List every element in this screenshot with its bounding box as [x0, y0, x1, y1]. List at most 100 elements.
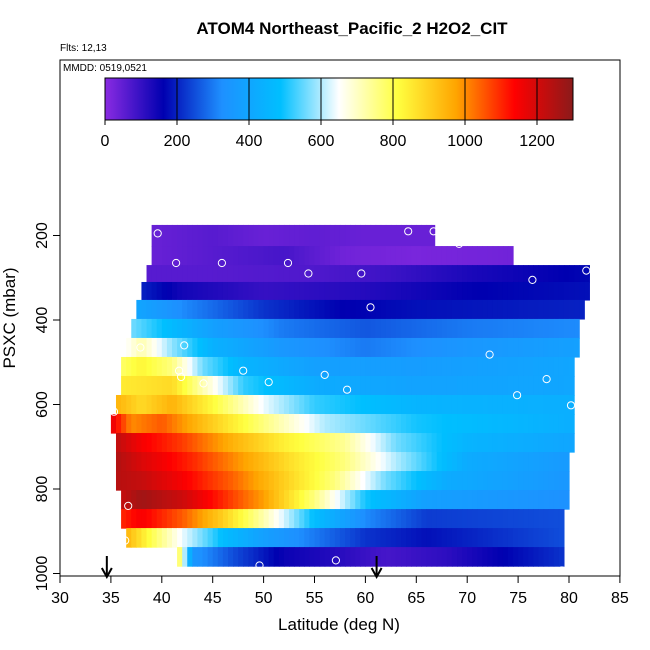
- sample-point: [180, 341, 189, 350]
- heatmap-cell: [543, 490, 550, 510]
- heatmap-cell: [156, 375, 163, 396]
- heatmap-cell: [345, 414, 351, 434]
- heatmap-cell: [543, 318, 550, 339]
- heatmap-cell: [416, 265, 422, 283]
- heatmap-cell: [355, 299, 361, 320]
- heatmap-cell: [451, 375, 458, 396]
- heatmap-cell: [182, 337, 188, 358]
- heatmap-cell: [533, 299, 540, 320]
- heatmap-cell: [426, 224, 433, 247]
- heatmap-cell: [502, 414, 509, 434]
- heatmap-cell: [192, 547, 199, 567]
- heatmap-cell: [513, 414, 519, 434]
- heatmap-cell: [319, 414, 326, 434]
- heatmap-cell: [538, 394, 545, 415]
- heatmap-cell: [350, 356, 356, 377]
- heatmap-cell: [518, 356, 524, 377]
- heatmap-cell: [339, 375, 346, 396]
- heatmap-cell: [177, 528, 183, 548]
- heatmap-cell: [171, 224, 178, 247]
- heatmap-cell: [426, 281, 433, 301]
- heatmap-cell: [136, 394, 143, 415]
- heatmap-cell: [385, 394, 392, 415]
- heatmap-cell: [222, 375, 229, 396]
- heatmap-cell: [243, 547, 249, 567]
- heatmap-cell: [482, 509, 489, 529]
- heatmap-cell: [457, 375, 463, 396]
- heatmap-cell: [492, 528, 499, 548]
- heatmap-cell: [304, 356, 311, 377]
- heatmap-cell: [273, 528, 280, 548]
- heatmap-cell: [472, 356, 478, 377]
- heatmap-cell: [233, 246, 239, 266]
- heatmap-cell: [187, 246, 193, 266]
- heatmap-cell: [401, 318, 407, 339]
- heatmap-cell: [406, 265, 412, 283]
- heatmap-cell: [248, 375, 255, 396]
- heatmap-cell: [238, 528, 244, 548]
- heatmap-cell: [238, 394, 244, 415]
- heatmap-cell: [502, 318, 509, 339]
- heatmap-cell: [283, 318, 290, 339]
- heatmap-cell: [212, 246, 219, 266]
- heatmap-cell: [538, 375, 545, 396]
- heatmap-cell: [487, 337, 494, 358]
- heatmap-cell: [553, 433, 560, 453]
- heatmap-cell: [339, 281, 346, 301]
- heatmap-cell: [507, 356, 514, 377]
- sample-point: [429, 227, 438, 236]
- heatmap-cell: [370, 433, 377, 453]
- x-tick-label: 45: [204, 590, 222, 607]
- heatmap-cell: [426, 246, 433, 266]
- heatmap-cell: [390, 490, 397, 510]
- heatmap-cell: [421, 414, 428, 434]
- heatmap-cell: [406, 224, 412, 247]
- heatmap-cell: [380, 299, 387, 320]
- heatmap-cell: [289, 224, 295, 247]
- heatmap-cell: [217, 394, 224, 415]
- heatmap-cell: [248, 299, 255, 320]
- heatmap-cell: [166, 394, 173, 415]
- heatmap-cell: [248, 265, 255, 283]
- heatmap-cell: [492, 433, 499, 453]
- heatmap-cell: [309, 337, 316, 358]
- heatmap-cell: [457, 281, 463, 301]
- heatmap-cell: [350, 375, 356, 396]
- heatmap-cell: [182, 528, 188, 548]
- heatmap-cell: [406, 452, 412, 472]
- heatmap-cell: [141, 490, 148, 510]
- heatmap-cell: [238, 318, 244, 339]
- heatmap-cell: [217, 490, 224, 510]
- heatmap-cell: [324, 433, 331, 453]
- heatmap-cell: [497, 547, 504, 567]
- heatmap-cell: [217, 375, 224, 396]
- heatmap-cell: [192, 246, 199, 266]
- heatmap-cell: [339, 356, 346, 377]
- heatmap-cell: [161, 414, 168, 434]
- heatmap-cell: [451, 394, 458, 415]
- heatmap-cell: [385, 547, 392, 567]
- heatmap-cell: [324, 224, 331, 247]
- heatmap-cell: [462, 281, 468, 301]
- heatmap-cell: [411, 318, 417, 339]
- heatmap-cell: [299, 452, 305, 472]
- heatmap-cell: [406, 299, 412, 320]
- heatmap-cell: [513, 547, 519, 567]
- heatmap-cell: [299, 528, 305, 548]
- heatmap-cell: [212, 528, 219, 548]
- heatmap-cell: [431, 281, 438, 301]
- heatmap-cell: [472, 265, 478, 283]
- heatmap-cell: [360, 452, 366, 472]
- sample-point: [566, 401, 576, 410]
- heatmap-cell: [365, 281, 372, 301]
- heatmap-cell: [558, 509, 565, 529]
- heatmap-cell: [192, 281, 199, 301]
- heatmap-cell: [136, 375, 143, 396]
- heatmap-cell: [538, 490, 545, 510]
- heatmap-cell: [528, 375, 534, 396]
- heatmap-cell: [350, 246, 356, 266]
- heatmap-cell: [548, 281, 555, 301]
- heatmap-cell: [375, 375, 382, 396]
- heatmap-cell: [380, 318, 387, 339]
